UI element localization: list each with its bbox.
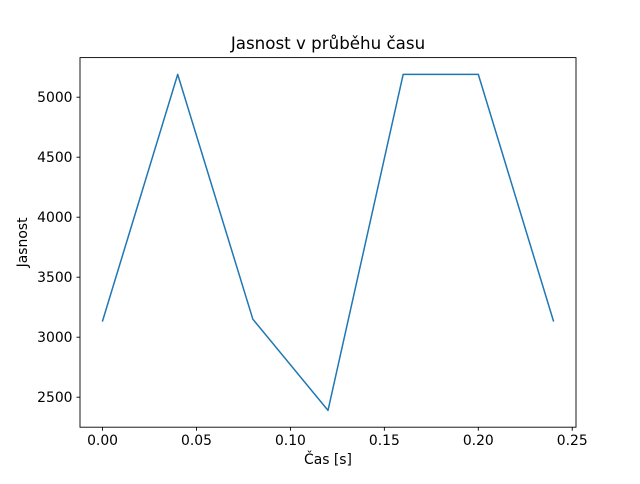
x-tick-label: 0.10 — [275, 433, 306, 449]
x-tick-label: 0.15 — [369, 433, 400, 449]
y-axis-label: Jasnost — [15, 217, 31, 268]
y-tick-label: 4000 — [37, 210, 72, 226]
x-tick-label: 0.05 — [181, 433, 212, 449]
chart-title: Jasnost v průběhu času — [230, 33, 425, 53]
y-tick-label: 3500 — [37, 270, 72, 286]
data-series-line — [101, 73, 555, 412]
x-tick-label: 0.20 — [463, 433, 494, 449]
x-axis-label: Čas [s] — [304, 450, 352, 468]
y-tick-label: 4500 — [37, 150, 72, 166]
x-tick-label: 0.25 — [557, 433, 588, 449]
x-tick-label: 0.00 — [87, 433, 118, 449]
y-tick-label: 2500 — [37, 390, 72, 406]
chart-generated-layer: 0.00 0.05 0.10 0.15 0.20 0.25 2500 3000 3500 4000… — [37, 73, 588, 449]
plot-border — [79, 57, 577, 428]
y-tick-label: 3000 — [37, 330, 72, 346]
y-tick-label: 5000 — [37, 90, 72, 106]
